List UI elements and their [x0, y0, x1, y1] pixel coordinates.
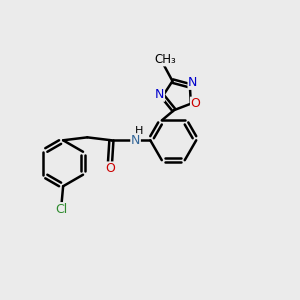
Text: O: O: [105, 162, 115, 175]
Text: N: N: [155, 88, 164, 101]
Text: H: H: [135, 126, 143, 136]
Text: N: N: [188, 76, 197, 89]
Text: N: N: [131, 134, 140, 147]
Text: Cl: Cl: [56, 203, 68, 216]
Text: CH₃: CH₃: [155, 53, 177, 66]
Text: O: O: [190, 97, 200, 110]
